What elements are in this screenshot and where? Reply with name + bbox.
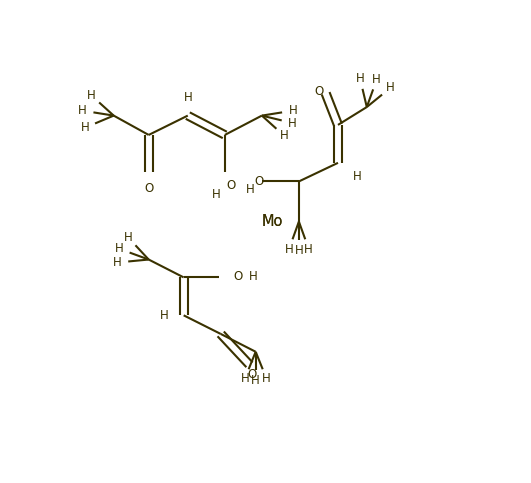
- Text: O: O: [226, 179, 236, 192]
- Text: H: H: [124, 231, 133, 244]
- Text: H: H: [288, 116, 297, 129]
- Text: H: H: [289, 104, 298, 117]
- Text: H: H: [87, 89, 96, 102]
- Text: H: H: [353, 170, 362, 184]
- Text: H: H: [280, 129, 289, 142]
- Text: H: H: [251, 374, 260, 387]
- Text: H: H: [356, 72, 365, 85]
- Text: H: H: [80, 121, 89, 134]
- Text: O: O: [254, 175, 263, 188]
- Text: H: H: [115, 242, 124, 255]
- Text: H: H: [159, 309, 168, 322]
- Text: H: H: [246, 184, 255, 197]
- Text: O: O: [234, 270, 243, 283]
- Text: H: H: [78, 104, 87, 117]
- Text: O: O: [315, 85, 324, 98]
- Text: H: H: [113, 256, 122, 269]
- Text: H: H: [285, 242, 294, 256]
- Text: Mo: Mo: [261, 214, 283, 229]
- Text: O: O: [248, 369, 257, 381]
- Text: H: H: [212, 188, 221, 201]
- Text: Mo: Mo: [261, 214, 283, 229]
- Text: H: H: [249, 270, 257, 283]
- Text: H: H: [184, 90, 193, 103]
- Text: H: H: [372, 73, 381, 86]
- Text: H: H: [386, 81, 395, 94]
- Text: H: H: [304, 242, 313, 256]
- Text: H: H: [241, 372, 249, 385]
- Text: O: O: [144, 182, 153, 195]
- Text: H: H: [295, 244, 303, 257]
- Text: H: H: [262, 372, 271, 385]
